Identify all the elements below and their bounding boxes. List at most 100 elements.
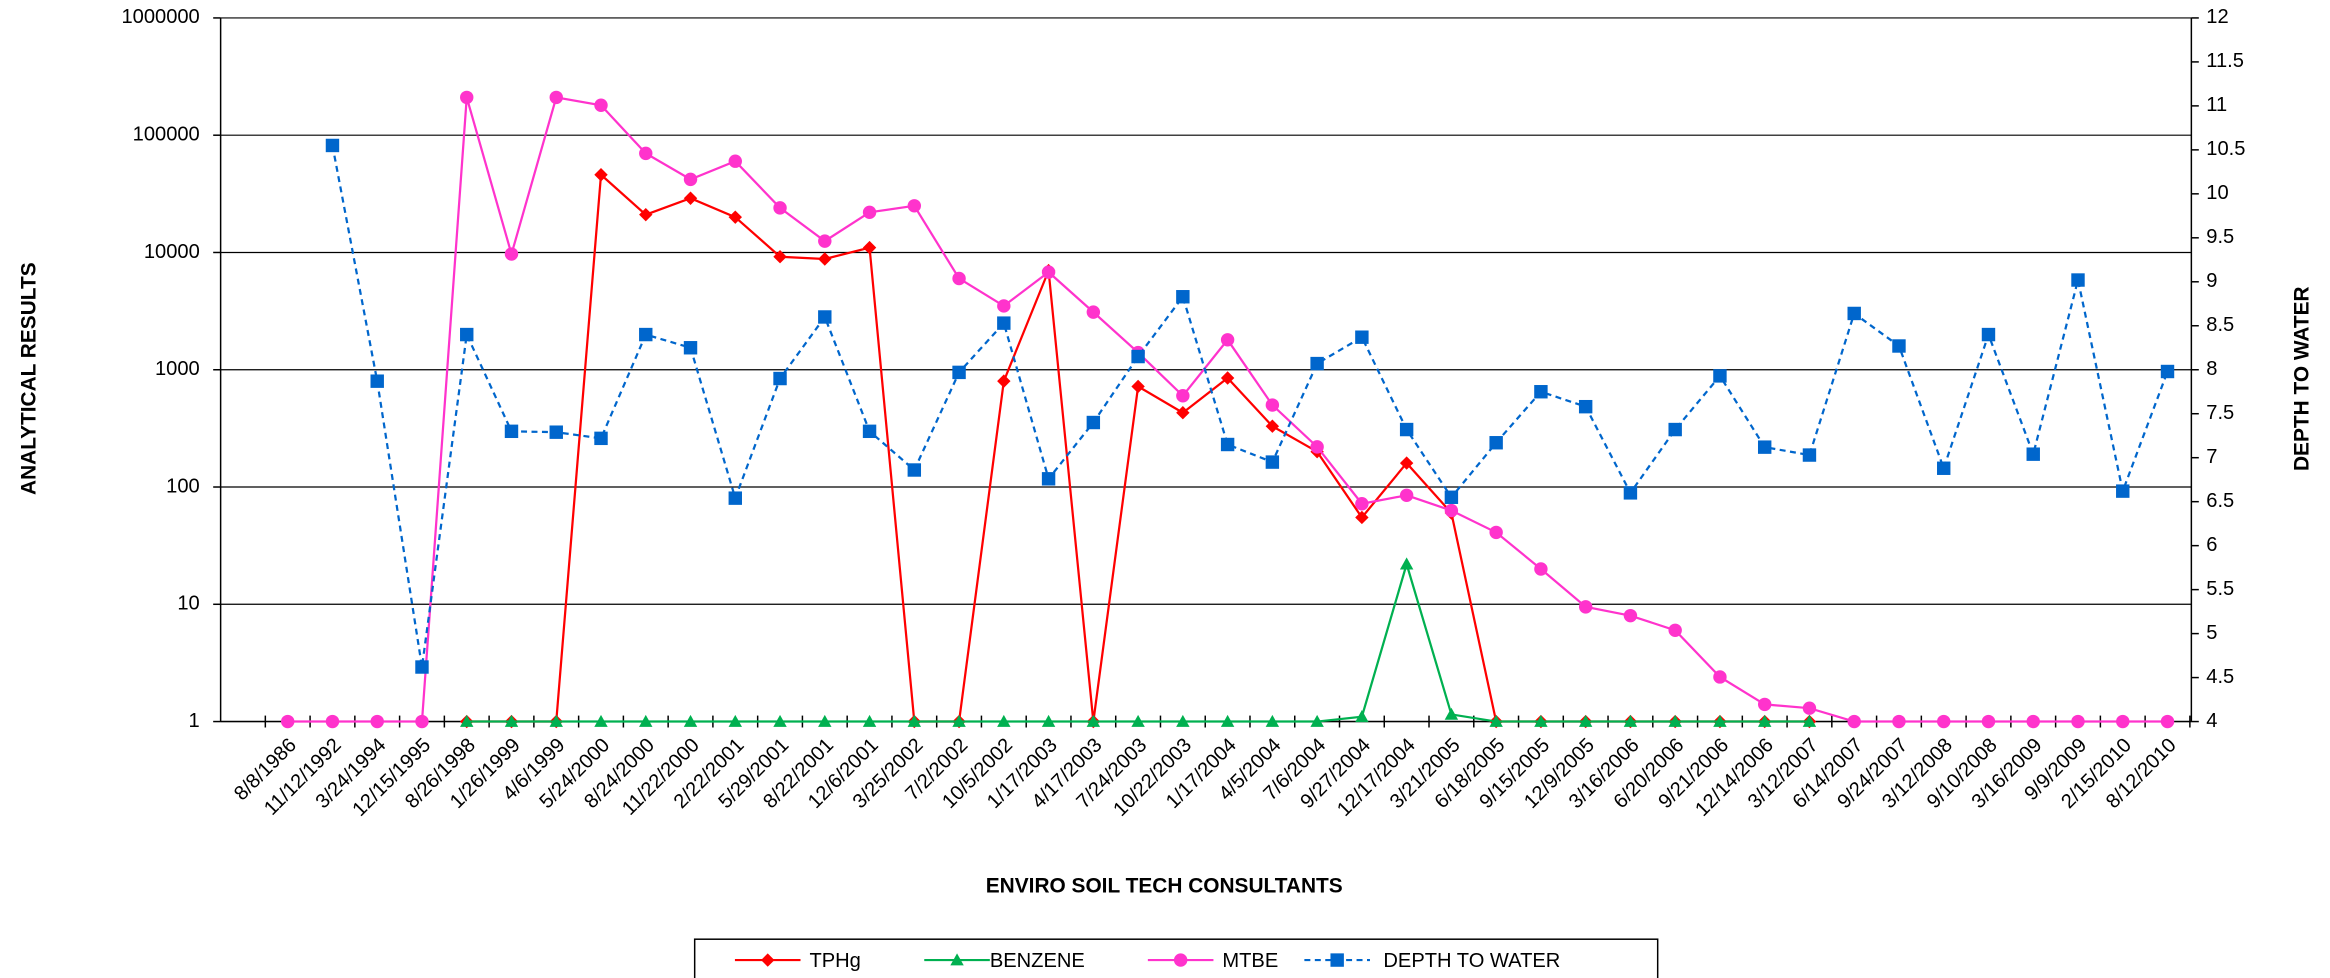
data-point (2116, 714, 2130, 729)
y2-tick-label: 10.5 (2206, 138, 2245, 160)
data-point (683, 172, 698, 187)
y2-tick-label: 11.5 (2206, 50, 2244, 72)
data-point (1220, 371, 1235, 385)
data-point (683, 714, 698, 727)
data-point (862, 424, 877, 439)
y2-tick-label: 8 (2206, 358, 2217, 380)
data-point (952, 714, 966, 727)
y-tick-label: 10000 (144, 241, 200, 263)
data-point (549, 90, 563, 105)
data-point (1981, 714, 1996, 729)
data-point (2160, 714, 2175, 729)
data-point (1713, 714, 1727, 727)
data-point (1041, 714, 1056, 727)
data-point (1176, 389, 1190, 403)
y-axis-title: ANALYTICAL RESULTS (17, 262, 40, 495)
data-point (728, 491, 742, 505)
data-point (1041, 265, 1056, 279)
data-point (2026, 714, 2040, 729)
data-point (773, 371, 787, 386)
data-point (1534, 385, 1548, 399)
data-point (370, 374, 384, 388)
data-point (1489, 525, 1503, 540)
data-point (1265, 455, 1280, 469)
series-line (331, 145, 2169, 668)
data-point (325, 714, 340, 729)
legend-label: DEPTH TO WATER (1383, 950, 1560, 972)
data-point (773, 714, 787, 727)
data-point (1444, 490, 1459, 504)
data-point (1534, 714, 1548, 727)
y2-tick-label: 5 (2206, 622, 2217, 644)
data-point (1937, 714, 1951, 729)
data-point (281, 714, 295, 729)
data-point (818, 714, 832, 727)
data-point (997, 374, 1011, 388)
data-point (1623, 608, 1638, 623)
data-point (2160, 364, 2175, 379)
data-point (1668, 422, 1682, 437)
data-point (907, 199, 922, 213)
data-point (1399, 488, 1414, 502)
data-point (1757, 697, 1772, 712)
data-point (1310, 440, 1324, 454)
legend-marker (1173, 953, 1188, 967)
data-point (1802, 701, 1817, 715)
data-point (952, 365, 966, 380)
data-point (907, 714, 922, 727)
data-point (952, 271, 966, 286)
legend-label: TPHg (809, 950, 860, 972)
data-point (1355, 709, 1369, 723)
data-point (1086, 714, 1101, 727)
data-point (1399, 456, 1414, 470)
y-tick-label: 1 (189, 710, 200, 732)
data-point (460, 90, 474, 105)
data-point (1220, 437, 1235, 452)
data-point (594, 714, 608, 727)
y2-tick-label: 8.5 (2206, 314, 2234, 336)
y2-tick-label: 7.5 (2206, 402, 2234, 424)
data-point (1757, 714, 1772, 727)
data-point (504, 247, 519, 261)
data-point (460, 327, 474, 342)
data-point (1041, 472, 1056, 486)
data-point (818, 310, 832, 324)
y-tick-label: 1000000 (121, 6, 199, 28)
legend-marker (1330, 953, 1344, 967)
y-tick-label: 1000 (155, 358, 200, 380)
data-point (1176, 290, 1190, 304)
y-tick-label: 10 (177, 593, 199, 615)
data-point (1265, 398, 1280, 412)
data-point (997, 316, 1011, 330)
data-point (1265, 714, 1280, 727)
data-point (1399, 557, 1414, 570)
x-axis-title: ENVIRO SOIL TECH CONSULTANTS (986, 875, 1343, 898)
data-point (415, 660, 429, 674)
data-point (1489, 714, 1503, 727)
data-point (415, 714, 429, 729)
data-point (639, 207, 653, 222)
data-point (1399, 422, 1414, 437)
data-point (862, 240, 877, 255)
data-point (1534, 562, 1548, 576)
data-point (1802, 448, 1817, 462)
data-point (1176, 406, 1190, 420)
y2-tick-label: 7 (2206, 446, 2217, 468)
data-point (2071, 714, 2085, 729)
data-point (504, 714, 519, 727)
data-point (818, 234, 832, 248)
data-point (1981, 327, 1996, 342)
data-point (1802, 714, 1817, 727)
y2-tick-label: 9.5 (2206, 226, 2234, 248)
data-point (2026, 447, 2040, 461)
data-point (862, 714, 877, 727)
data-point (1668, 714, 1682, 727)
y2-axis-title: DEPTH TO WATER (2291, 286, 2314, 471)
data-point (1310, 356, 1324, 371)
data-point (1713, 670, 1727, 684)
data-point (2071, 273, 2085, 287)
series-line (287, 96, 2168, 723)
legend-marker (761, 953, 775, 967)
data-point (773, 201, 787, 215)
